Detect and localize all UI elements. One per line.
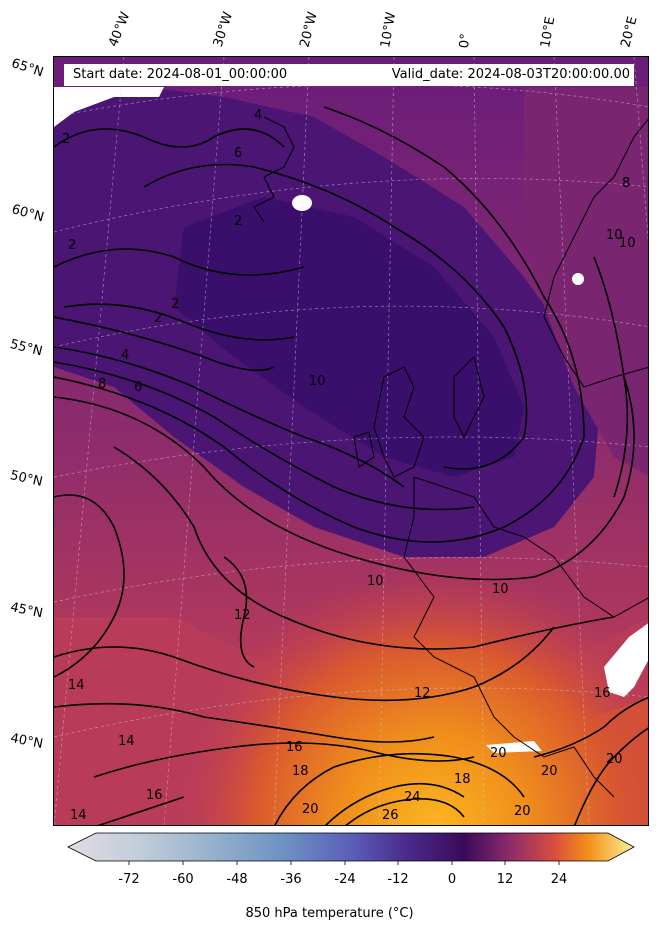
map-canvas: 2 4 6 2 2 2 2 4 6 8 10 10 12 12 14 14 14… [54, 57, 648, 825]
graticule [54, 57, 648, 825]
contour-label: 26 [382, 808, 399, 823]
contour-label: 12 [234, 608, 251, 623]
contour-label: 2 [62, 132, 70, 147]
missing-data-patch [54, 87, 164, 127]
contour-label: 20 [541, 764, 558, 779]
contour-label: 12 [414, 686, 431, 701]
lon-label-30w: 30°W [210, 10, 237, 49]
start-date: Start date: 2024-08-01_00:00:00 [73, 67, 288, 82]
colorbar-bar [67, 832, 635, 862]
contour-label: 2 [171, 297, 179, 312]
colorbar-tick-label: -60 [172, 872, 194, 887]
colorbar-tick-marks [128, 861, 560, 865]
lat-label-40n: 40°N [9, 731, 45, 752]
colorbar-tick-label: -36 [280, 872, 302, 887]
info-bar: Start date: 2024-08-01_00:00:00 Valid_da… [64, 64, 634, 86]
colorbar-label: 850 hPa temperature (°C) [245, 906, 414, 921]
colorbar-tick-label: -48 [226, 872, 248, 887]
contour-label: 14 [68, 678, 85, 693]
contour-label: 18 [292, 764, 309, 779]
contour-label: 2 [234, 214, 242, 229]
contour-label: 6 [134, 380, 142, 395]
contour-label: 2 [68, 238, 76, 253]
colorbar-tick-label: 12 [496, 872, 514, 887]
contour-label: 18 [454, 772, 471, 787]
lat-label-45n: 45°N [8, 600, 45, 622]
lat-label-65n: 65°N [9, 56, 46, 81]
lat-label-50n: 50°N [8, 468, 44, 490]
contour-label: 24 [404, 790, 421, 805]
colorbar-tick-label: 0 [447, 872, 457, 887]
contour-label: 16 [594, 686, 611, 701]
contour-label: 6 [234, 146, 242, 161]
contour-label: 4 [121, 348, 129, 363]
contour-label: 20 [514, 804, 531, 819]
colorbar-tick-label: -72 [118, 872, 140, 887]
contour-label: 4 [254, 108, 262, 123]
contour-label: 14 [70, 808, 87, 823]
lon-label-0: 0° [457, 32, 474, 49]
contour-label: 16 [146, 788, 163, 803]
contour-label: 10 [606, 228, 623, 243]
missing-data-alps [604, 623, 648, 697]
missing-data-iceland [292, 195, 312, 211]
colorbar-tick-label: 24 [550, 872, 568, 887]
contour-label: 8 [622, 176, 630, 191]
missing-data-norway [572, 273, 584, 285]
heat-gradient [54, 57, 648, 825]
colorbar-tick-label: -24 [334, 872, 356, 887]
contour-label: 20 [606, 752, 623, 767]
contour-label: 20 [490, 746, 507, 761]
lon-label-10e: 10°E [538, 15, 559, 49]
contour-label: 14 [118, 734, 135, 749]
lon-label-10w: 10°W [378, 11, 400, 50]
lat-label-60n: 60°N [9, 202, 46, 226]
contour-label: 10 [367, 574, 384, 589]
contour-label: 8 [98, 377, 106, 392]
contour-label: 16 [286, 740, 303, 755]
lon-label-20e: 20°E [618, 15, 641, 49]
contour-label: 2 [154, 311, 162, 326]
contour-label: 10 [619, 236, 636, 251]
lat-label-55n: 55°N [8, 337, 44, 360]
lon-label-20w: 20°W [297, 10, 321, 49]
missing-data-spain [486, 741, 542, 753]
colorbar-tick-label: -12 [387, 872, 409, 887]
lon-label-40w: 40°W [106, 10, 134, 49]
contour-label: 10 [492, 582, 509, 597]
temperature-map[interactable]: 2 4 6 2 2 2 2 4 6 8 10 10 12 12 14 14 14… [53, 56, 649, 826]
valid-date: Valid_date: 2024-08-03T20:00:00.00 [391, 67, 630, 82]
contour-label: 10 [309, 374, 326, 389]
isotherms [54, 106, 648, 825]
contour-label: 20 [302, 802, 319, 817]
contour-label-group: 2 4 6 2 2 2 2 4 6 8 10 10 12 12 14 14 14… [62, 108, 636, 823]
